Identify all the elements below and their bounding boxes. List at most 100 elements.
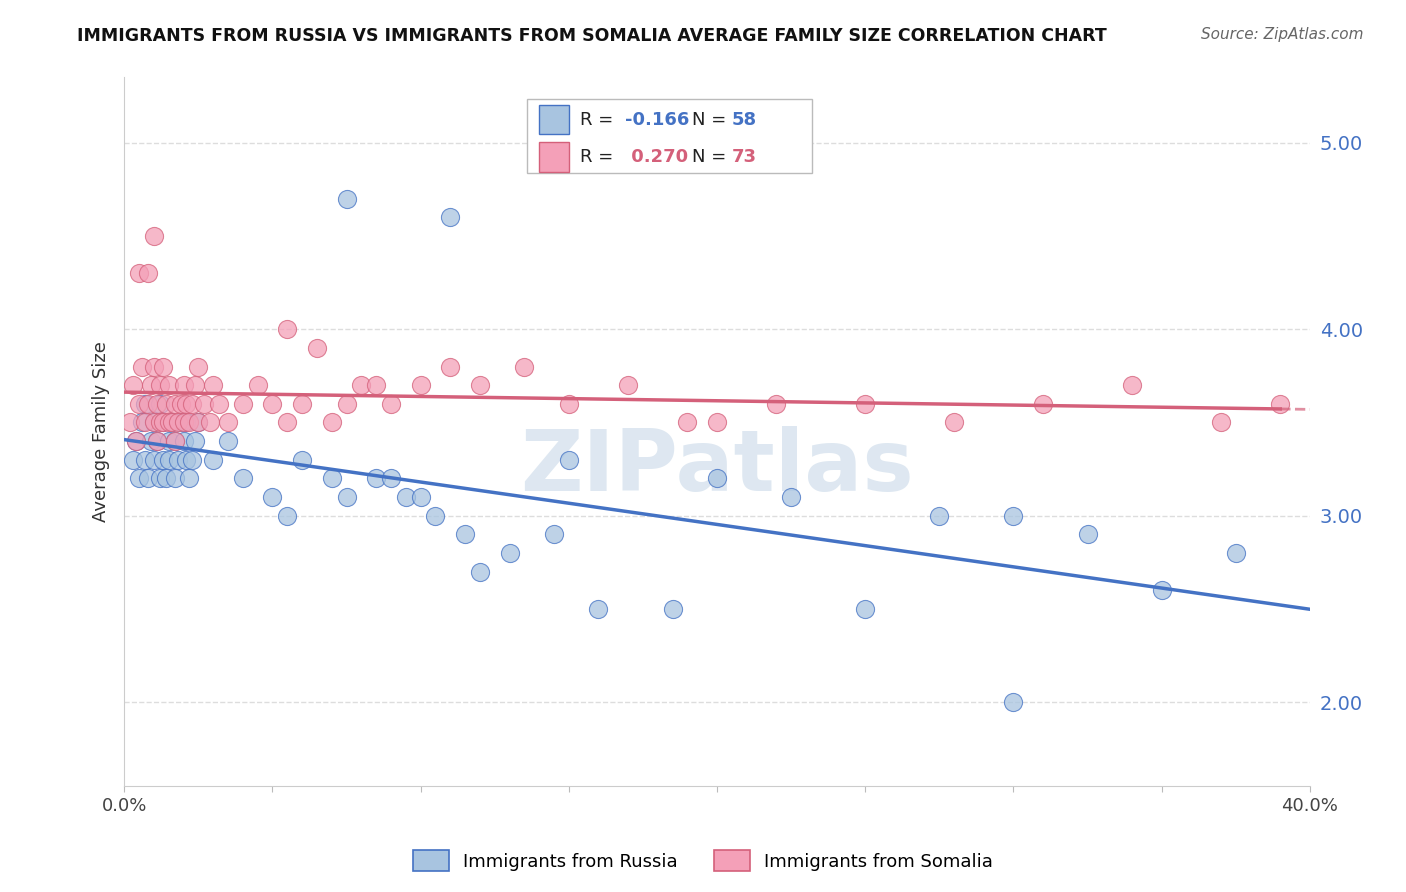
Point [588,602,610,616]
Text: R =: R = [579,111,619,128]
Point [558,397,581,411]
Text: N =: N = [692,148,733,166]
Point [184,434,207,449]
Point [335,192,357,206]
Point [131,416,153,430]
FancyBboxPatch shape [540,104,569,135]
Point [765,397,787,411]
Point [122,452,145,467]
Point [157,452,180,467]
Point [198,416,221,430]
Point [1270,397,1292,411]
Point [149,397,172,411]
Point [184,378,207,392]
Point [152,416,174,430]
Text: -0.166: -0.166 [624,111,689,128]
Point [146,434,169,449]
Point [136,397,159,411]
FancyBboxPatch shape [540,142,569,171]
Point [157,416,180,430]
Point [232,397,254,411]
Point [166,452,188,467]
Point [676,416,699,430]
Point [498,546,520,560]
Point [136,471,159,485]
Point [276,416,298,430]
Point [146,397,169,411]
Point [439,359,461,374]
Point [181,397,204,411]
Point [134,452,156,467]
Point [366,378,388,392]
Point [454,527,477,541]
Point [513,359,536,374]
Point [120,416,142,430]
Point [202,452,225,467]
Point [128,471,150,485]
Text: N =: N = [692,111,733,128]
Point [380,397,402,411]
Point [163,397,186,411]
Point [163,434,186,449]
Point [157,378,180,392]
Point [152,416,174,430]
Point [425,508,447,523]
Point [146,434,169,449]
Point [193,397,215,411]
Point [468,378,491,392]
Point [853,397,876,411]
Point [166,416,188,430]
Point [232,471,254,485]
Point [1121,378,1143,392]
Point [173,416,195,430]
Point [155,397,177,411]
Point [468,565,491,579]
Point [160,416,183,430]
Point [181,452,204,467]
Point [262,490,284,504]
Point [187,359,209,374]
Point [176,452,198,467]
Point [179,416,201,430]
Point [321,416,343,430]
Point [217,434,239,449]
Point [142,359,165,374]
Point [617,378,640,392]
Point [335,397,357,411]
Point [1002,695,1025,709]
Point [558,452,581,467]
Point [380,471,402,485]
Point [661,602,683,616]
FancyBboxPatch shape [527,99,811,173]
Point [176,416,198,430]
Text: 73: 73 [731,148,756,166]
Point [706,471,728,485]
Point [853,602,876,616]
Point [366,471,388,485]
Point [169,416,191,430]
Point [276,322,298,336]
Point [134,416,156,430]
Point [139,378,162,392]
Point [246,378,269,392]
Point [335,490,357,504]
Point [350,378,373,392]
Point [125,434,148,449]
Point [142,416,165,430]
Point [409,490,432,504]
Y-axis label: Average Family Size: Average Family Size [93,342,110,522]
Point [187,416,209,430]
Point [217,416,239,430]
Point [139,434,162,449]
Point [395,490,418,504]
Point [439,211,461,225]
Point [134,397,156,411]
Text: R =: R = [579,148,619,166]
Point [157,434,180,449]
Point [149,416,172,430]
Point [163,471,186,485]
Point [1225,546,1247,560]
Point [1209,416,1232,430]
Point [409,378,432,392]
Point [142,452,165,467]
